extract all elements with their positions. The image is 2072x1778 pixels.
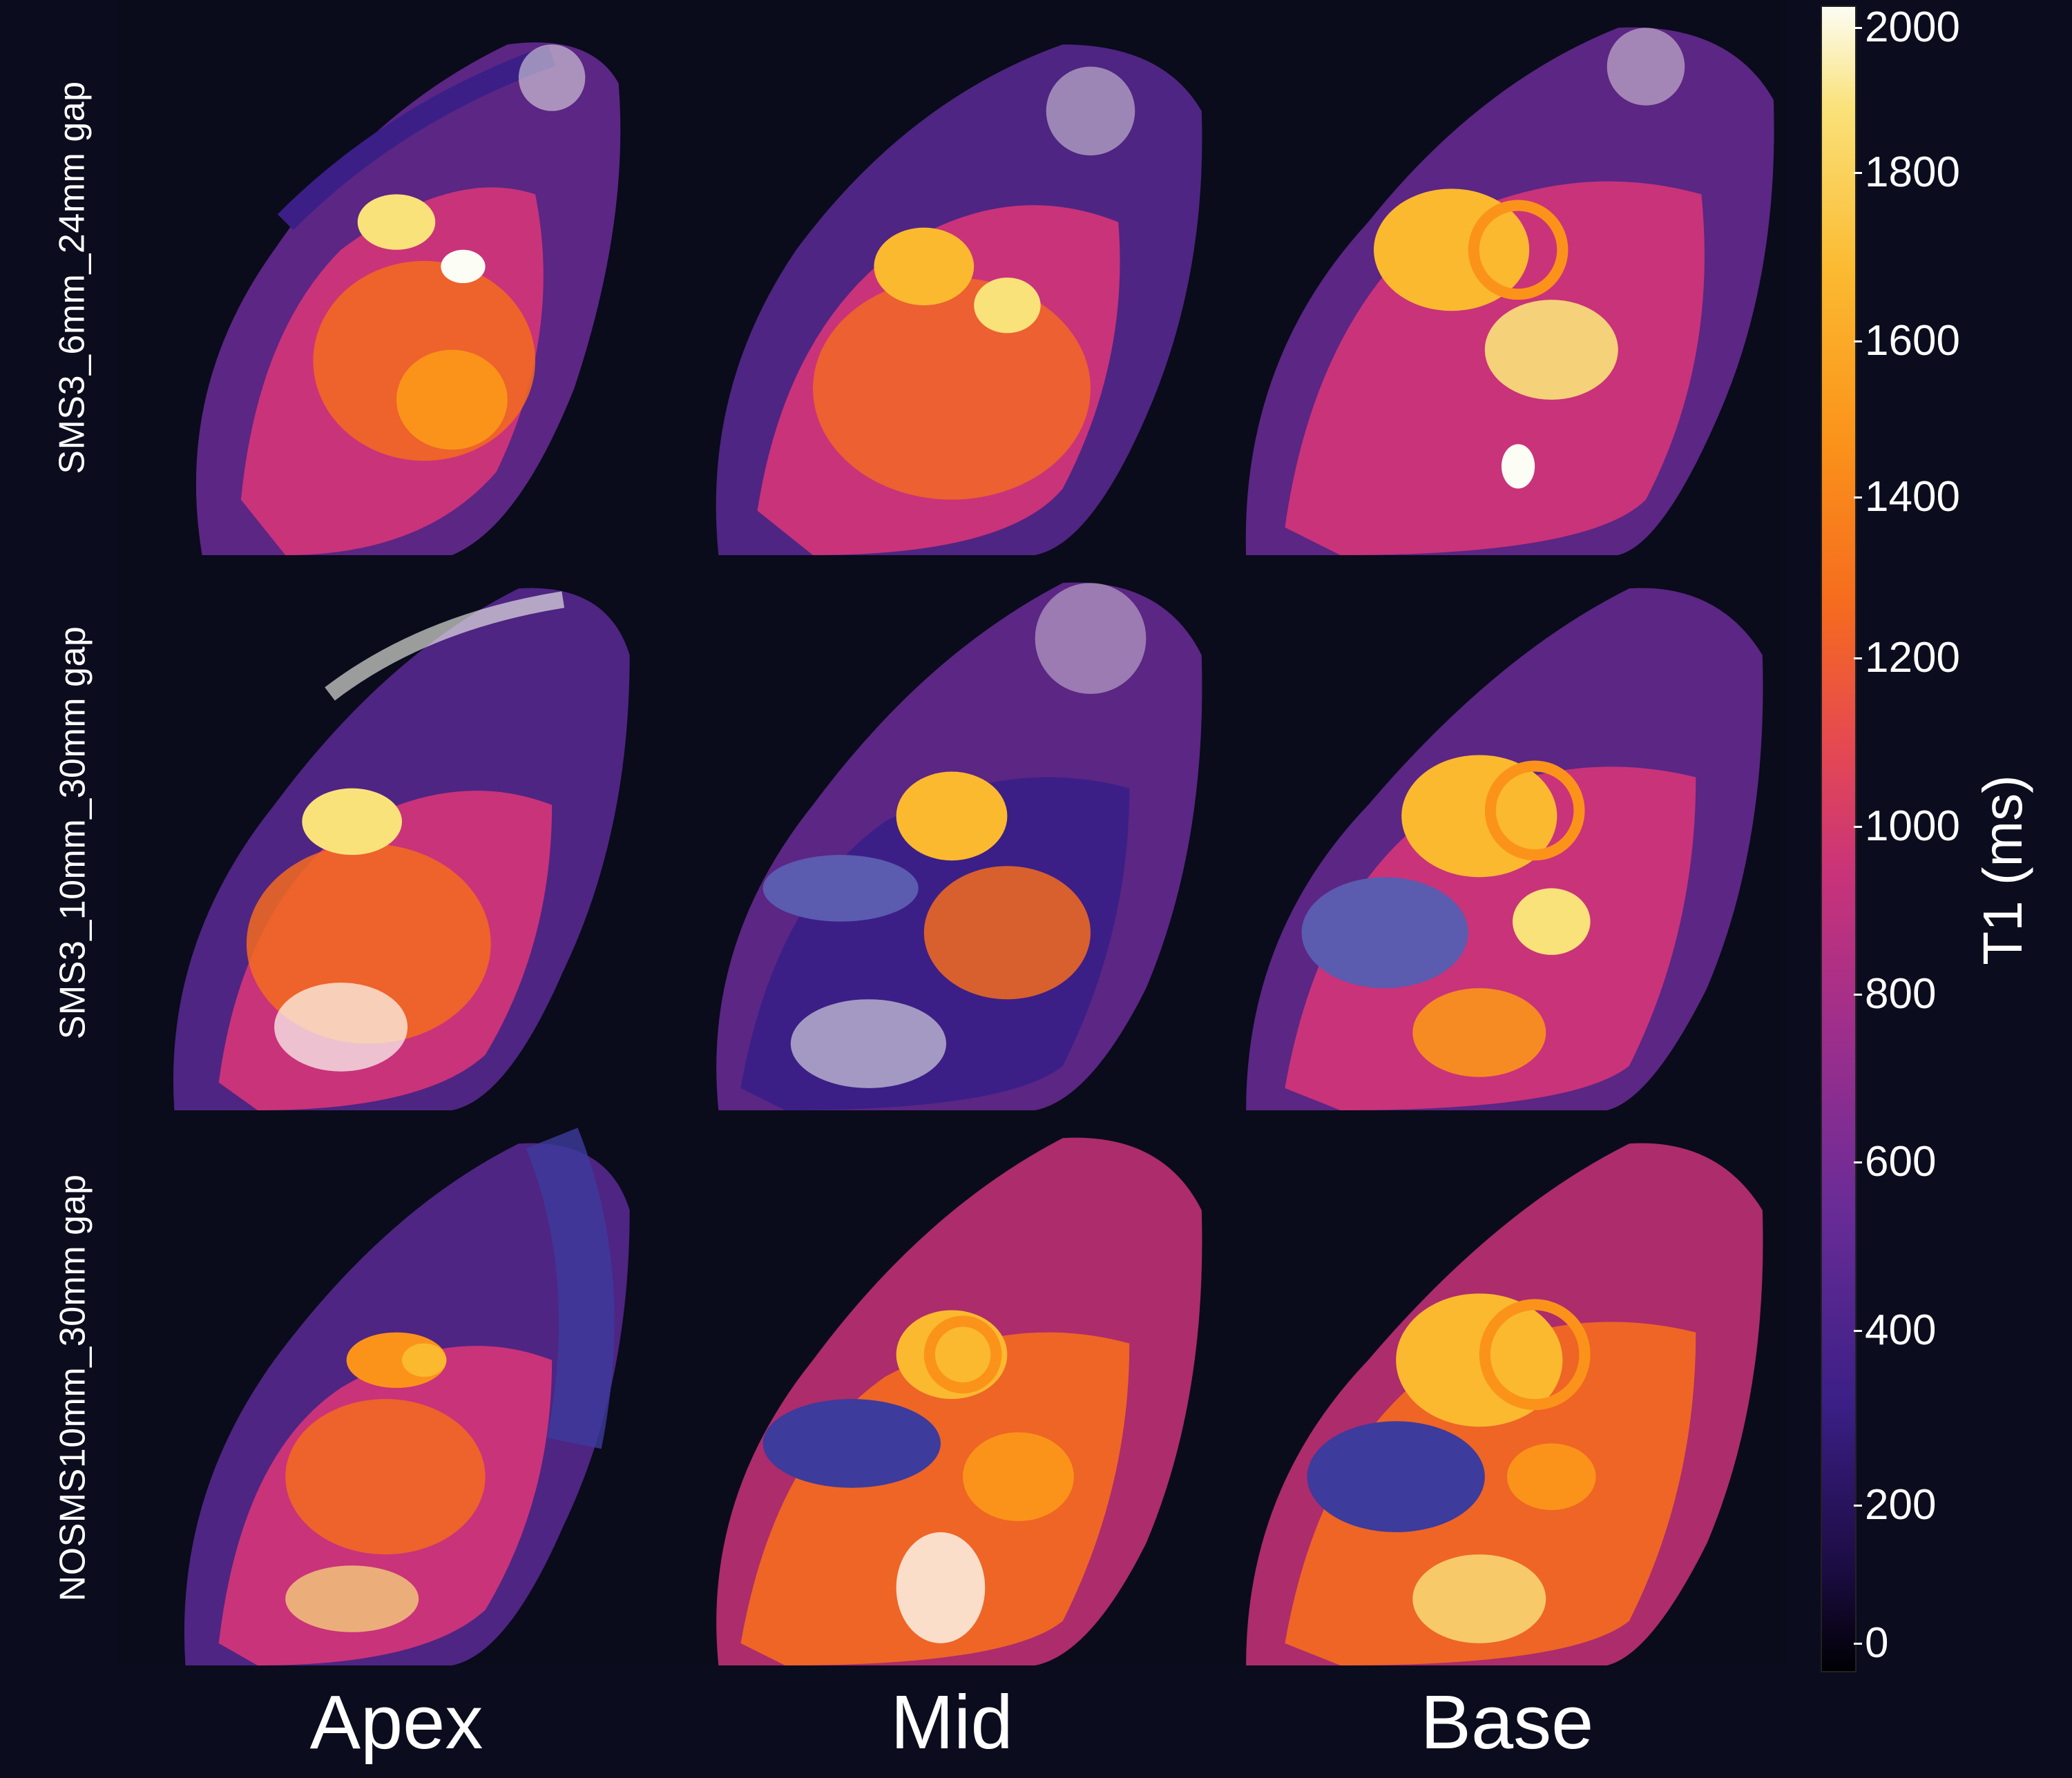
t1-map-sms3-6mm-base [1229, 0, 1785, 555]
colorbar-tick: 800 [1853, 970, 1937, 1018]
t1-map-sms3-6mm-apex [119, 0, 674, 555]
t1-map-nosms10mm-base [1229, 1110, 1785, 1665]
t1-map-sms3-10mm-apex [119, 555, 674, 1110]
colorbar-tick: 1800 [1854, 148, 1960, 196]
t1-map-nosms10mm-mid [674, 1110, 1229, 1665]
colorbar-title: T1 (ms) [1972, 775, 2034, 965]
colorbar-tick: 1600 [1854, 317, 1960, 365]
colorbar-tick: 200 [1853, 1481, 1937, 1529]
colorbar-tick: 2000 [1854, 3, 1960, 51]
colorbar-tick: 1400 [1854, 473, 1960, 521]
column-label-apex: Apex [309, 1680, 483, 1765]
colorbar-tick: 400 [1853, 1306, 1937, 1354]
t1-map-sms3-10mm-mid [674, 555, 1229, 1110]
t1-map-sms3-10mm-base [1229, 555, 1785, 1110]
t1-map-sms3-6mm-mid [674, 0, 1229, 555]
colorbar-tick: 0 [1853, 1619, 1889, 1667]
t1-map-nosms10mm-apex [119, 1110, 674, 1665]
t1-colorbar [1821, 6, 1857, 1672]
column-label-base: Base [1420, 1680, 1594, 1765]
colorbar-tick: 1200 [1854, 634, 1960, 682]
colorbar-tick: 1000 [1854, 802, 1960, 850]
column-label-mid: Mid [890, 1680, 1013, 1765]
colorbar-tick: 600 [1853, 1138, 1937, 1186]
t1-map-grid [119, 0, 1785, 1666]
